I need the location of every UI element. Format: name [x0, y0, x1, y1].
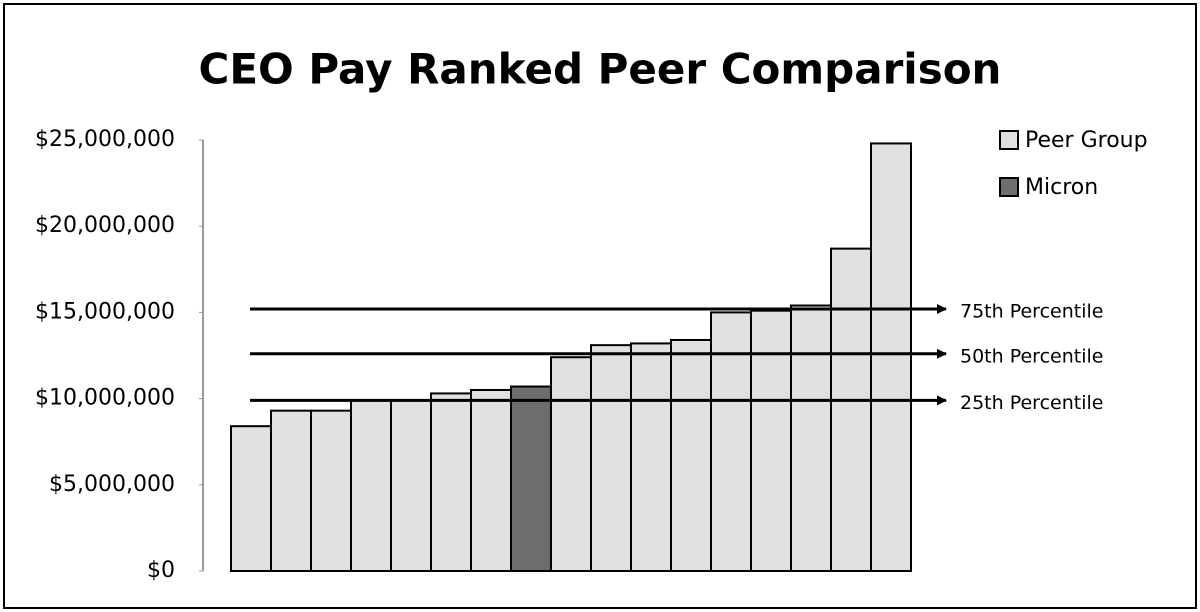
bar [870, 142, 912, 572]
legend-label: Micron [1025, 175, 1098, 200]
legend-swatch [999, 177, 1019, 197]
bar [790, 304, 832, 572]
bar [510, 385, 552, 573]
y-tick-label: $15,000,000 [35, 299, 175, 324]
percentile-label: 75th Percentile [960, 300, 1103, 322]
legend-swatch [999, 130, 1019, 150]
bar [390, 399, 432, 572]
y-tick-label: $0 [147, 558, 175, 583]
bar [830, 247, 872, 572]
bar [230, 425, 272, 572]
bar [710, 311, 752, 572]
chart-title: CEO Pay Ranked Peer Comparison [199, 45, 1002, 94]
bar [310, 409, 352, 572]
bar [670, 338, 712, 573]
bar [350, 399, 392, 572]
bar [270, 409, 312, 572]
legend-label: Peer Group [1025, 128, 1148, 153]
bar [470, 388, 512, 573]
bar [550, 356, 592, 572]
y-tick-label: $25,000,000 [35, 127, 175, 152]
bar [590, 344, 632, 572]
bar [630, 342, 672, 572]
percentile-label: 25th Percentile [960, 392, 1103, 414]
y-tick-label: $20,000,000 [35, 213, 175, 238]
y-tick-label: $5,000,000 [49, 472, 175, 497]
percentile-label: 50th Percentile [960, 345, 1103, 367]
bar [430, 392, 472, 573]
y-tick-label: $10,000,000 [35, 386, 175, 411]
bar [750, 309, 792, 572]
